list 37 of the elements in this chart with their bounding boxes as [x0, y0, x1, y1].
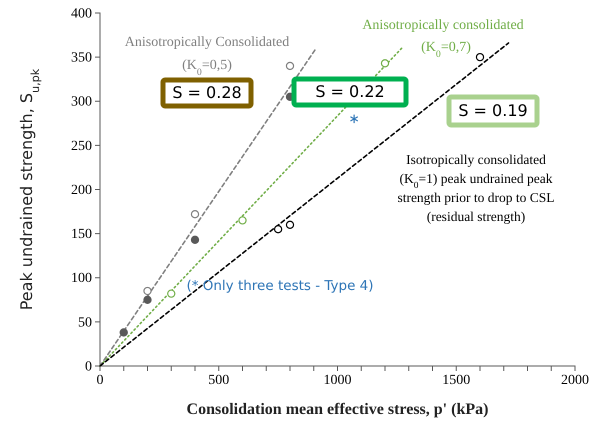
annotation: Anisotropically consolidated — [362, 18, 524, 33]
point — [167, 289, 176, 298]
y-tick-label: 100 — [71, 271, 92, 286]
point — [380, 59, 390, 68]
y-tick-label: 300 — [71, 94, 92, 110]
annotation: S = 0.28 — [172, 83, 242, 102]
point — [350, 114, 358, 124]
annotation: (* Only three tests - Type 4) — [186, 278, 374, 294]
point — [190, 236, 200, 244]
point — [286, 62, 294, 70]
point — [238, 216, 247, 225]
x-tick-label: 2000 — [561, 372, 589, 388]
point — [274, 225, 282, 234]
annotation: Isotropically consolidated (K$_{0}$=1) peak undrained peak strength prior to drop to CSL (residual strength) — [397, 152, 555, 224]
point — [286, 220, 294, 229]
point — [190, 210, 200, 218]
x-tick-label: 1500 — [442, 372, 470, 388]
point — [476, 52, 484, 62]
annotation: S = 0.22 — [315, 82, 385, 101]
x-tick-label: 500 — [208, 372, 230, 388]
point — [120, 328, 128, 337]
y-tick-label: 250 — [71, 138, 92, 154]
y-tick-label: 0 — [85, 359, 92, 374]
x-tick-label: 0 — [96, 372, 104, 388]
point — [143, 286, 152, 296]
x-tick-label: 1000 — [324, 372, 352, 388]
y-tick-label: 350 — [71, 50, 92, 66]
y-tick-label: 150 — [71, 227, 92, 242]
annotation: (K$_{0}$=0,7) — [421, 40, 472, 60]
x-axis-title: Consolidation mean effective stress, p' (kPa) — [186, 401, 488, 418]
y-tick-label: 200 — [71, 182, 92, 198]
y-tick-label: 50 — [78, 315, 92, 330]
annotation: S = 0.19 — [458, 101, 528, 120]
y-tick-label: 400 — [71, 6, 92, 22]
annotation: Anisotropically Consolidated — [124, 35, 290, 50]
annotation: (K$_{0}$=0,5) — [182, 58, 232, 78]
point — [143, 296, 152, 304]
